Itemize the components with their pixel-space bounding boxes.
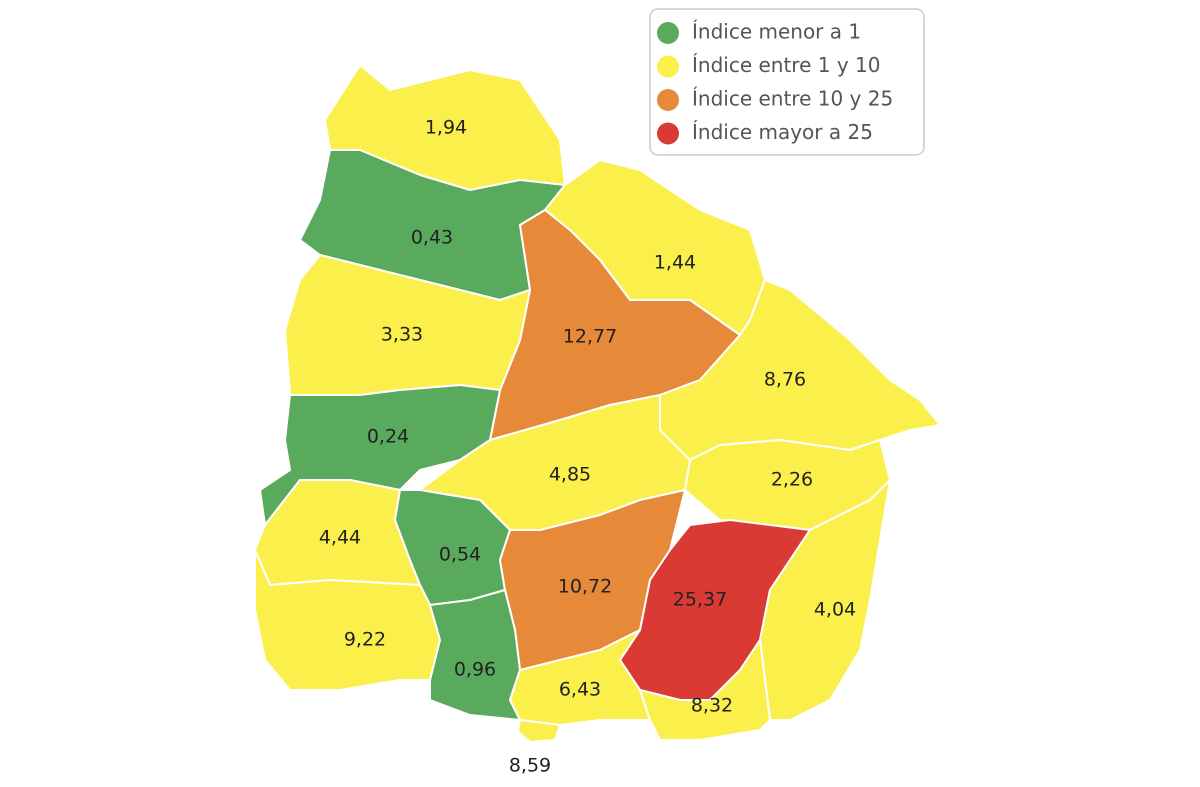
region — [517, 719, 561, 743]
region-label: 4,85 — [549, 464, 591, 486]
region — [759, 479, 891, 721]
region-label: 8,59 — [509, 755, 551, 777]
labels: 1,94 0,43 1,44 12,77 3,33 0,24 8,76 4,85 2,26 4,4… — [319, 117, 856, 777]
region-label: 0,54 — [439, 544, 481, 566]
region-label: 10,72 — [558, 576, 612, 598]
legend-label: Índice entre 10 y 25 — [692, 87, 893, 111]
legend-marker — [657, 22, 679, 44]
region-label: 8,32 — [691, 695, 733, 717]
region-label: 9,22 — [344, 629, 386, 651]
region-label: 4,04 — [814, 599, 856, 621]
region-label: 25,37 — [673, 589, 727, 611]
region — [259, 384, 501, 526]
region — [639, 639, 771, 741]
region-label: 12,77 — [563, 326, 617, 348]
legend-label: Índice menor a 1 — [692, 20, 861, 44]
legend-label: Índice entre 1 y 10 — [692, 53, 880, 77]
legend-marker — [657, 89, 679, 111]
region-label: 3,33 — [381, 324, 423, 346]
legend-marker — [657, 122, 679, 145]
region-label: 1,94 — [425, 117, 467, 139]
region-label: 0,24 — [367, 426, 409, 448]
region-label: 8,76 — [764, 369, 806, 391]
region-label: 4,44 — [319, 527, 361, 549]
region-label: 1,44 — [654, 252, 696, 274]
region-label: 6,43 — [559, 679, 601, 701]
legend-box — [649, 8, 925, 156]
regions — [254, 64, 941, 743]
legend: Índice menor a 1 Índice entre 1 y 10 Índic… — [657, 20, 893, 145]
legend-label: Índice mayor a 25 — [692, 120, 873, 144]
region-label: 0,96 — [454, 659, 496, 681]
legend-marker — [657, 55, 679, 78]
region-label: 2,26 — [771, 469, 813, 491]
region — [429, 589, 521, 721]
region-label: 0,43 — [411, 227, 453, 249]
